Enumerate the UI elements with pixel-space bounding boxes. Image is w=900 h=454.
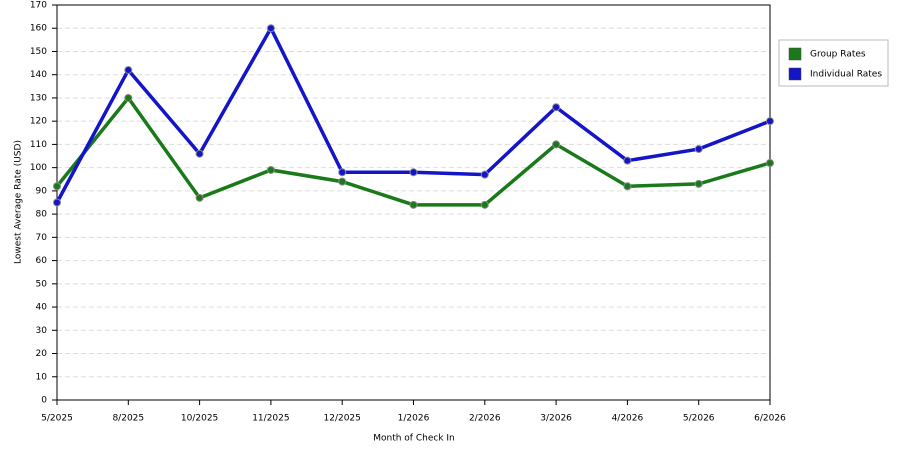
data-point [480, 200, 489, 209]
data-point [694, 179, 703, 188]
data-point [623, 182, 632, 191]
data-point [766, 159, 774, 167]
data-point [409, 168, 418, 177]
data-point [124, 93, 133, 102]
data-point [266, 165, 275, 174]
data-point [338, 168, 347, 177]
x-tick-label: 2/2026 [469, 414, 501, 424]
data-point [266, 24, 275, 33]
data-point [480, 170, 489, 179]
data-point [195, 193, 204, 202]
x-tick-label: 5/2025 [41, 414, 73, 424]
x-tick-label: 12/2025 [324, 414, 361, 424]
y-tick-label: 100 [30, 163, 47, 173]
legend-swatch [788, 47, 802, 61]
data-point [694, 145, 703, 154]
x-tick-label: 10/2025 [181, 414, 218, 424]
data-point [552, 140, 561, 149]
y-tick-label: 10 [36, 372, 48, 382]
y-tick-label: 20 [36, 349, 48, 359]
series-line [55, 24, 771, 204]
data-point [766, 117, 774, 126]
y-tick-label: 110 [30, 140, 47, 150]
legend-swatch [788, 67, 802, 81]
y-tick-label: 60 [36, 256, 48, 266]
y-tick-label: 150 [30, 47, 47, 57]
y-axis-label: Lowest Average Rate (USD) [14, 140, 24, 264]
y-tick-label: 130 [30, 93, 47, 103]
y-tick-label: 70 [36, 233, 48, 243]
y-tick-label: 0 [41, 396, 47, 406]
data-point [409, 200, 418, 209]
y-tick-label: 40 [36, 303, 48, 313]
data-point [552, 103, 561, 112]
x-tick-label: 11/2025 [252, 414, 289, 424]
data-point [195, 149, 204, 158]
data-point [53, 198, 61, 207]
data-point [338, 177, 347, 186]
y-tick-label: 140 [30, 70, 47, 80]
y-tick-label: 50 [36, 279, 48, 289]
x-tick-label: 5/2026 [683, 414, 715, 424]
y-tick-label: 120 [30, 117, 47, 127]
legend-label: Group Rates [810, 50, 866, 60]
data-point [124, 66, 133, 75]
data-point [623, 156, 632, 165]
x-axis-label: Month of Check In [373, 434, 455, 444]
x-tick-label: 8/2025 [112, 414, 144, 424]
y-tick-label: 80 [36, 210, 48, 220]
y-tick-label: 30 [36, 326, 48, 336]
x-tick-label: 3/2026 [540, 414, 572, 424]
data-point [53, 182, 61, 191]
y-tick-label: 170 [30, 1, 47, 11]
x-tick-label: 6/2026 [754, 414, 786, 424]
y-tick-label: 160 [30, 24, 47, 34]
x-tick-label: 4/2026 [612, 414, 644, 424]
y-tick-label: 90 [36, 186, 48, 196]
legend-label: Individual Rates [810, 70, 882, 80]
x-tick-label: 1/2026 [398, 414, 430, 424]
